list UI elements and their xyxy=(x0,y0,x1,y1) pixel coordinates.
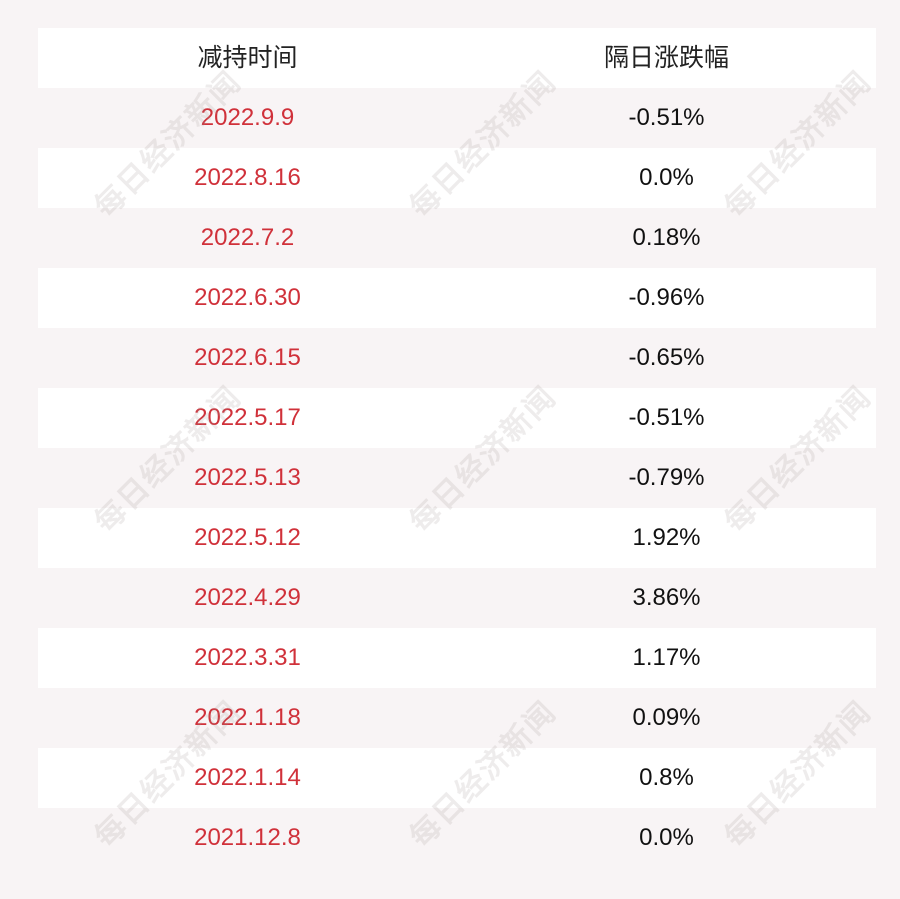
date-cell: 2022.5.12 xyxy=(194,524,301,551)
table-header-row: 减持时间 隔日涨跌幅 xyxy=(38,28,876,88)
change-cell: 0.09% xyxy=(632,704,701,731)
date-cell: 2022.8.16 xyxy=(194,164,301,191)
change-cell: -0.51% xyxy=(628,104,705,131)
change-cell: -0.51% xyxy=(628,404,705,431)
table-row: 2022.6.30 -0.96% xyxy=(38,268,876,328)
table-row: 2022.5.17 -0.51% xyxy=(38,388,876,448)
change-cell: -0.79% xyxy=(628,464,705,491)
date-cell: 2022.1.18 xyxy=(194,704,301,731)
change-cell: -0.65% xyxy=(628,344,705,371)
date-cell: 2022.5.13 xyxy=(194,464,301,491)
table-row: 2022.8.16 0.0% xyxy=(38,148,876,208)
change-cell: 0.8% xyxy=(639,764,694,791)
table-row: 2022.5.13 -0.79% xyxy=(38,448,876,508)
date-cell: 2021.12.8 xyxy=(194,824,301,851)
data-table: 减持时间 隔日涨跌幅 2022.9.9 -0.51% 2022.8.16 0.0… xyxy=(38,28,876,868)
change-cell: -0.96% xyxy=(628,284,705,311)
table-row: 2022.9.9 -0.51% xyxy=(38,88,876,148)
table-row: 2022.1.14 0.8% xyxy=(38,748,876,808)
date-cell: 2022.1.14 xyxy=(194,764,301,791)
table-row: 2022.6.15 -0.65% xyxy=(38,328,876,388)
date-cell: 2022.6.15 xyxy=(194,344,301,371)
header-next-day-change: 隔日涨跌幅 xyxy=(603,44,729,72)
change-cell: 3.86% xyxy=(632,584,701,611)
header-reduction-date: 减持时间 xyxy=(197,44,298,72)
date-cell: 2022.7.2 xyxy=(200,224,295,251)
date-cell: 2022.9.9 xyxy=(200,104,295,131)
change-cell: 0.18% xyxy=(632,224,701,251)
change-cell: 1.17% xyxy=(632,644,701,671)
change-cell: 1.92% xyxy=(632,524,701,551)
table-row: 2022.7.2 0.18% xyxy=(38,208,876,268)
table-row: 2021.12.8 0.0% xyxy=(38,808,876,868)
date-cell: 2022.5.17 xyxy=(194,404,301,431)
table-row: 2022.4.29 3.86% xyxy=(38,568,876,628)
table-row: 2022.5.12 1.92% xyxy=(38,508,876,568)
table-row: 2022.1.18 0.09% xyxy=(38,688,876,748)
table-row: 2022.3.31 1.17% xyxy=(38,628,876,688)
change-cell: 0.0% xyxy=(639,164,694,191)
date-cell: 2022.6.30 xyxy=(194,284,301,311)
change-cell: 0.0% xyxy=(639,824,694,851)
date-cell: 2022.4.29 xyxy=(194,584,301,611)
date-cell: 2022.3.31 xyxy=(194,644,301,671)
